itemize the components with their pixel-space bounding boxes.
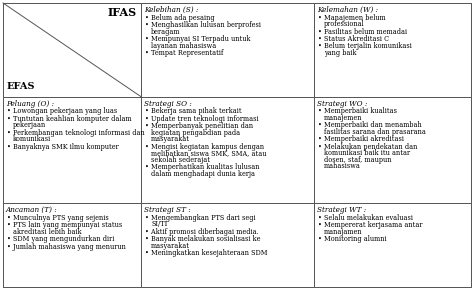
Text: • Memperhatikan kualitas lulusan: • Memperhatikan kualitas lulusan	[145, 163, 260, 171]
Text: Strategi SO :: Strategi SO :	[144, 100, 192, 108]
Text: • Fasilitas belum memadai: • Fasilitas belum memadai	[318, 28, 407, 35]
Text: • Status Akreditasi C: • Status Akreditasi C	[318, 35, 389, 43]
Text: Strategi ST :: Strategi ST :	[144, 206, 191, 214]
Bar	[141, 203, 314, 287]
Text: • Meningkatkan kesejahteraan SDM: • Meningkatkan kesejahteraan SDM	[145, 249, 267, 257]
Bar	[314, 3, 471, 97]
Text: • Tuntutan keahlian komputer dalam: • Tuntutan keahlian komputer dalam	[7, 115, 132, 123]
Text: • Tempat Representatif: • Tempat Representatif	[145, 49, 223, 57]
Text: Peluang (O) :: Peluang (O) :	[6, 100, 54, 108]
Bar	[314, 203, 471, 287]
Text: beragam: beragam	[151, 28, 181, 35]
Text: akreditasi lebih baik: akreditasi lebih baik	[13, 228, 82, 236]
Text: • Mengisi kegiatan kampus dengan: • Mengisi kegiatan kampus dengan	[145, 143, 264, 151]
Text: • Update tren teknologi informasi: • Update tren teknologi informasi	[145, 115, 259, 123]
Text: Kelemahan (W) :: Kelemahan (W) :	[317, 6, 378, 14]
Text: yang baik: yang baik	[324, 49, 357, 57]
Text: manajemen: manajemen	[324, 114, 363, 122]
Text: • Menghasilkan lulusan berprofesi: • Menghasilkan lulusan berprofesi	[145, 21, 261, 29]
Bar	[3, 97, 141, 203]
Text: Ancaman (T) :: Ancaman (T) :	[6, 206, 58, 214]
Text: • Belum terjalin komunikasi: • Belum terjalin komunikasi	[318, 43, 412, 50]
Bar	[3, 203, 141, 287]
Text: Strategi WT :: Strategi WT :	[317, 206, 366, 214]
Text: • Lowongan pekerjaan yang luas: • Lowongan pekerjaan yang luas	[7, 107, 117, 115]
Text: • Perkembangan teknologi informasi dan: • Perkembangan teknologi informasi dan	[7, 129, 145, 137]
Text: • Munculnya PTS yang sejenis: • Munculnya PTS yang sejenis	[7, 214, 109, 222]
Text: • Memperbaiki akreditasi: • Memperbaiki akreditasi	[318, 135, 404, 143]
Text: • Mempunyai SI Terpadu untuk: • Mempunyai SI Terpadu untuk	[145, 35, 251, 43]
Text: • Selalu melakukan evaluasi: • Selalu melakukan evaluasi	[318, 214, 413, 222]
Text: IFAS: IFAS	[108, 7, 137, 18]
Text: • Banyak melakukan sosialisasi ke: • Banyak melakukan sosialisasi ke	[145, 235, 261, 243]
Text: • Mengembangkan PTS dari segi: • Mengembangkan PTS dari segi	[145, 214, 255, 222]
Text: EFAS: EFAS	[7, 82, 36, 91]
Text: masyarakat: masyarakat	[151, 242, 190, 250]
Text: sekolah sederajat: sekolah sederajat	[151, 156, 210, 164]
Text: dosen, staf, maupun: dosen, staf, maupun	[324, 156, 392, 164]
Text: • Mempererat kerjasama antar: • Mempererat kerjasama antar	[318, 221, 423, 229]
Text: • Belum ada pesaing: • Belum ada pesaing	[145, 14, 215, 21]
Bar	[3, 3, 141, 97]
Text: fasilitas sarana dan prasarana: fasilitas sarana dan prasarana	[324, 128, 426, 136]
Text: mahasiswa: mahasiswa	[324, 162, 361, 170]
Text: • Memperbanyak penelitian dan: • Memperbanyak penelitian dan	[145, 122, 253, 130]
Text: masyarakat: masyarakat	[151, 135, 190, 143]
Text: komunikasi baik itu antar: komunikasi baik itu antar	[324, 149, 410, 157]
Bar	[314, 97, 471, 203]
Text: Strategi WO :: Strategi WO :	[317, 100, 368, 108]
Bar	[141, 97, 314, 203]
Text: • Monitoring alumni: • Monitoring alumni	[318, 235, 387, 243]
Text: • SDM yang mengundurkan diri: • SDM yang mengundurkan diri	[7, 235, 114, 243]
Text: layanan mahasiswa: layanan mahasiswa	[151, 41, 216, 50]
Text: kegiatan pengabdian pada: kegiatan pengabdian pada	[151, 129, 240, 137]
Text: manajamen: manajamen	[324, 228, 363, 236]
Text: • Melakukan pendekatan dan: • Melakukan pendekatan dan	[318, 143, 418, 151]
Text: • Jumlah mahasiswa yang menurun: • Jumlah mahasiswa yang menurun	[7, 243, 126, 251]
Text: • Manajemen belum: • Manajemen belum	[318, 14, 386, 21]
Text: Kelebihan (S) :: Kelebihan (S) :	[144, 6, 199, 14]
Text: • Memperbaiki kualitas: • Memperbaiki kualitas	[318, 107, 397, 115]
Text: • Memperbaiki dan menambah: • Memperbaiki dan menambah	[318, 121, 422, 129]
Text: dalam menghadapi dunia kerja: dalam menghadapi dunia kerja	[151, 170, 255, 178]
Text: • Aktif promosi diberbagai media.: • Aktif promosi diberbagai media.	[145, 228, 259, 236]
Text: professional: professional	[324, 20, 365, 28]
Text: pekerjaan: pekerjaan	[13, 121, 46, 129]
Text: • Bekerja sama pihak terkait: • Bekerja sama pihak terkait	[145, 107, 242, 115]
Text: • PTS lain yang mempunyai status: • PTS lain yang mempunyai status	[7, 221, 122, 229]
Text: SI/TI: SI/TI	[151, 220, 167, 228]
Text: komunikasi: komunikasi	[13, 135, 51, 143]
Bar	[141, 3, 314, 97]
Text: • Banyaknya SMK ilmu komputer: • Banyaknya SMK ilmu komputer	[7, 143, 119, 151]
Text: melibatkan siswa SMK, SMA, atau: melibatkan siswa SMK, SMA, atau	[151, 149, 266, 157]
